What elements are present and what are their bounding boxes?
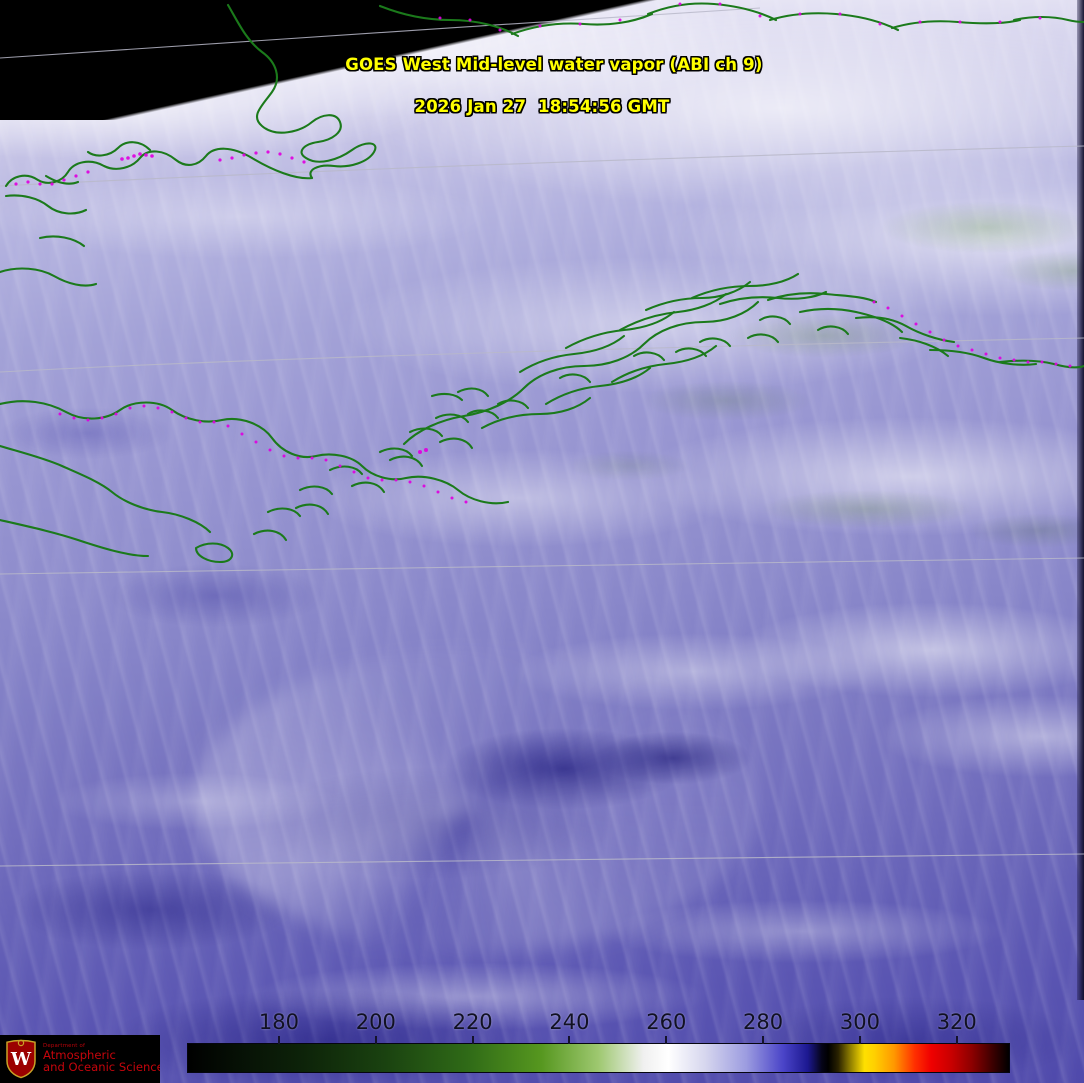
logo-text: Department of Atmospheric and Oceanic Sc… (43, 1044, 160, 1073)
political-borders (14, 2, 1072, 504)
logo-department-line: Department of (43, 1043, 86, 1050)
title-line-2: 2026 Jan 27 18:54:56 GMT (414, 97, 670, 116)
title-line-1: GOES West Mid-level water vapor (ABI ch … (345, 55, 763, 74)
uw-aos-logo: W Department of Atmospheric and Oceanic … (0, 1035, 160, 1083)
coastlines (0, 2, 1084, 564)
logo-name-line-2: and Oceanic Sciences (43, 1059, 160, 1074)
cyclone-swirl (195, 649, 759, 954)
svg-text:W: W (10, 1049, 32, 1070)
scan-edge-right (1077, 0, 1084, 1000)
product-title: GOES West Mid-level water vapor (ABI ch … (0, 33, 1084, 159)
logo-name-line-1: Atmospheric (43, 1047, 116, 1062)
uw-crest-icon: W (6, 1039, 36, 1079)
